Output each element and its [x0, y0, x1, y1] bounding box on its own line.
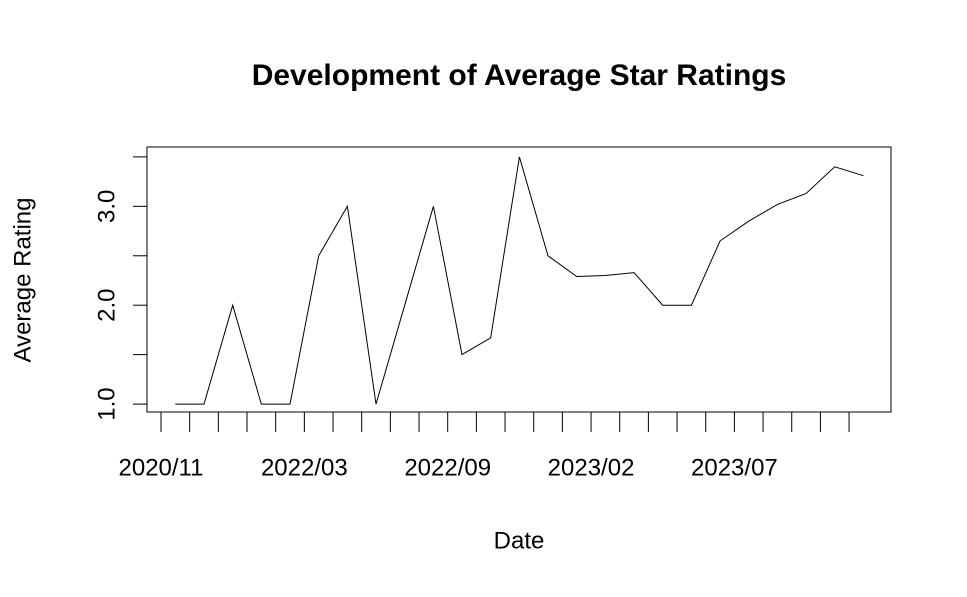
x-tick-label: 2022/03 — [261, 454, 348, 481]
x-tick-label: 2023/02 — [548, 454, 635, 481]
y-tick-label: 1.0 — [93, 387, 120, 420]
x-tick-label: 2023/07 — [691, 454, 778, 481]
y-tick-label: 3.0 — [93, 190, 120, 223]
x-axis-label: Date — [494, 527, 545, 554]
chart-title: Development of Average Star Ratings — [252, 59, 787, 92]
data-line — [175, 156, 864, 405]
plot-box — [146, 146, 892, 413]
x-tick-label: 2022/09 — [404, 454, 491, 481]
y-tick-label: 2.0 — [93, 289, 120, 322]
x-tick-label: 2020/11 — [119, 454, 204, 481]
y-axis-label: Average Rating — [9, 198, 36, 363]
